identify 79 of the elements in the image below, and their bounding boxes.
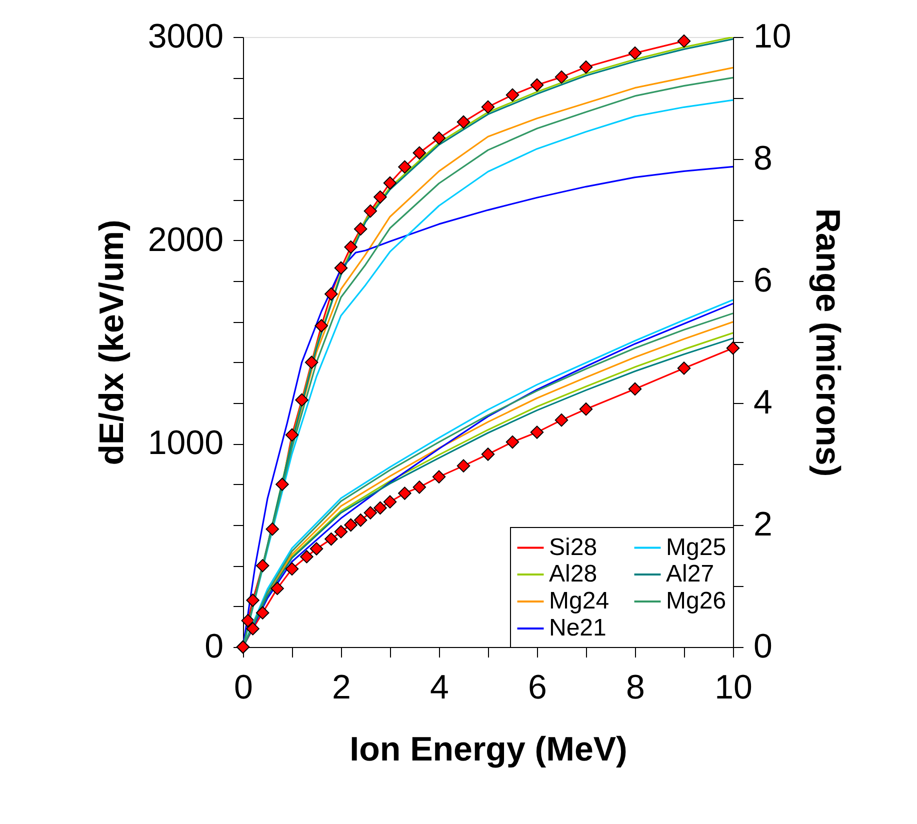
point (456, 115, 470, 129)
y-tick-label: 2000 (148, 220, 224, 259)
x-axis-title: Ion Energy (MeV) (350, 730, 628, 768)
y2-tick-label: 0 (754, 628, 772, 666)
point (276, 478, 289, 491)
point (241, 614, 255, 628)
point (506, 435, 520, 449)
point (266, 522, 280, 536)
x-tick-label: 6 (528, 668, 547, 706)
point (285, 428, 299, 442)
y2-axis-title: Range (microns) (808, 208, 846, 477)
y-tick-label: 3000 (148, 18, 224, 56)
legend-label: Al27 (666, 560, 714, 588)
point (314, 319, 328, 332)
point (398, 486, 412, 500)
y2-tick-label: 4 (754, 384, 772, 422)
point (506, 88, 520, 102)
y2-tick-label: 6 (754, 262, 772, 300)
point (354, 222, 368, 236)
point (334, 525, 348, 538)
x-tick-label: 0 (234, 668, 253, 706)
y-axis-title: dE/dx (keV/um) (92, 220, 131, 466)
point (324, 532, 338, 546)
point (530, 78, 544, 92)
x-tick-label: 4 (430, 668, 449, 706)
point (628, 46, 642, 60)
point (432, 131, 446, 145)
point (677, 362, 691, 375)
point (579, 402, 593, 416)
y2-tick-label: 2 (754, 506, 772, 544)
y2-tick-label: 8 (754, 140, 772, 178)
legend-label: Mg25 (666, 534, 726, 561)
point (383, 176, 397, 190)
point (456, 459, 470, 472)
point (530, 426, 544, 439)
y-tick-label: 1000 (148, 424, 224, 462)
point (554, 413, 568, 427)
point (364, 506, 378, 520)
point (726, 341, 740, 355)
point (579, 60, 593, 74)
point (364, 204, 378, 218)
point (554, 70, 568, 84)
point (412, 480, 426, 494)
legend-label: Mg26 (666, 588, 726, 614)
point (628, 382, 642, 396)
point (304, 356, 318, 369)
point (344, 240, 358, 254)
point (310, 542, 324, 556)
point (398, 160, 412, 174)
point (354, 513, 368, 527)
point (285, 562, 299, 576)
x-tick-label: 8 (626, 668, 645, 706)
point (300, 550, 314, 564)
point (481, 448, 495, 461)
point (256, 606, 270, 620)
y-tick-label: 0 (204, 628, 224, 666)
point (295, 393, 308, 407)
legend-label: Al28 (549, 560, 598, 588)
y2-tick-label: 10 (754, 18, 792, 56)
point (270, 582, 284, 596)
point (374, 190, 387, 204)
point (246, 622, 260, 636)
point (432, 470, 446, 484)
point (344, 518, 358, 532)
point (256, 559, 270, 572)
point (383, 495, 397, 508)
x-tick-label: 10 (714, 668, 752, 706)
point (374, 501, 387, 515)
x-tick-label: 2 (332, 668, 351, 706)
point (334, 261, 348, 275)
point (412, 146, 426, 160)
legend-label: Mg24 (549, 588, 610, 614)
point (677, 34, 691, 48)
point (246, 594, 260, 607)
legend-label: Ne21 (549, 614, 606, 642)
point (236, 640, 250, 654)
point (324, 287, 338, 301)
point (481, 100, 495, 114)
legend-label: Si28 (549, 534, 598, 561)
